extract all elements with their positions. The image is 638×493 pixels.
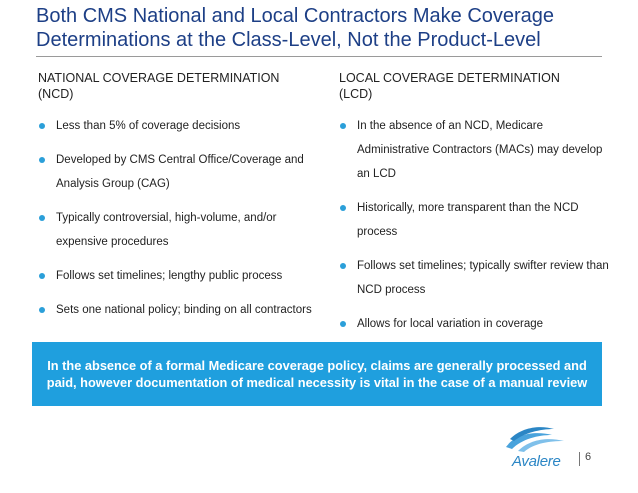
- ncd-bullet-item: Less than 5% of coverage decisions: [38, 114, 323, 138]
- bullet-dot-icon: [340, 123, 346, 129]
- slide-title-line: Determinations at the Class-Level, Not t…: [36, 29, 541, 51]
- lcd-bullet-text: Follows set timelines; typically swifter…: [357, 260, 609, 296]
- bullet-dot-icon: [39, 307, 45, 313]
- slide-title-line: Both CMS National and Local Contractors …: [36, 5, 555, 27]
- lcd-heading: LOCAL COVERAGE DETERMINATION (LCD): [339, 70, 609, 102]
- ncd-heading-line: NATIONAL COVERAGE DETERMINATION: [38, 71, 280, 85]
- callout-banner: In the absence of a formal Medicare cove…: [32, 342, 602, 406]
- bullet-dot-icon: [39, 273, 45, 279]
- lcd-bullet-item: Historically, more transparent than the …: [339, 196, 609, 244]
- ncd-heading-line: (NCD): [38, 87, 74, 101]
- bullet-dot-icon: [39, 215, 45, 221]
- bullet-dot-icon: [340, 321, 346, 327]
- avalere-logo: Avalere: [488, 425, 578, 471]
- ncd-bullet-item: Sets one national policy; binding on all…: [38, 298, 323, 322]
- logo-wordmark: Avalere: [512, 453, 561, 470]
- lcd-bullet-item: In the absence of an NCD, Medicare Admin…: [339, 114, 609, 186]
- lcd-bullet-text: In the absence of an NCD, Medicare Admin…: [357, 120, 603, 180]
- lcd-bullet-item: Allows for local variation in coverage: [339, 312, 609, 336]
- ncd-bullet-text: Sets one national policy; binding on all…: [56, 304, 312, 316]
- page-number: 6: [585, 451, 592, 463]
- lcd-bullet-item: Follows set timelines; typically swifter…: [339, 254, 609, 302]
- ncd-bullet-text: Follows set timelines; lengthy public pr…: [56, 270, 283, 282]
- footer-divider: [579, 452, 580, 466]
- bullet-dot-icon: [340, 205, 346, 211]
- slide-title: Both CMS National and Local Contractors …: [36, 4, 616, 52]
- lcd-heading-line: LOCAL COVERAGE DETERMINATION: [339, 71, 560, 85]
- ncd-bullet-item: Developed by CMS Central Office/Coverage…: [38, 148, 323, 196]
- ncd-column: NATIONAL COVERAGE DETERMINATION (NCD) Le…: [38, 70, 323, 332]
- callout-banner-text: In the absence of a formal Medicare cove…: [46, 358, 588, 390]
- ncd-bullet-item: Follows set timelines; lengthy public pr…: [38, 264, 323, 288]
- ncd-heading: NATIONAL COVERAGE DETERMINATION (NCD): [38, 70, 323, 102]
- lcd-bullet-text: Allows for local variation in coverage: [357, 318, 544, 330]
- ncd-bullet-text: Developed by CMS Central Office/Coverage…: [56, 154, 304, 190]
- lcd-heading-line: (LCD): [339, 87, 373, 101]
- title-divider: [36, 56, 602, 57]
- ncd-bullet-item: Typically controversial, high-volume, an…: [38, 206, 323, 254]
- wave-logo-icon: [506, 427, 564, 452]
- lcd-bullet-text: Historically, more transparent than the …: [357, 202, 579, 238]
- lcd-column: LOCAL COVERAGE DETERMINATION (LCD) In th…: [339, 70, 609, 346]
- bullet-dot-icon: [39, 123, 45, 129]
- bullet-dot-icon: [39, 157, 45, 163]
- lcd-bullet-list: In the absence of an NCD, Medicare Admin…: [339, 114, 609, 336]
- ncd-bullet-text: Less than 5% of coverage decisions: [56, 120, 241, 132]
- ncd-bullet-list: Less than 5% of coverage decisions Devel…: [38, 114, 323, 322]
- bullet-dot-icon: [340, 263, 346, 269]
- ncd-bullet-text: Typically controversial, high-volume, an…: [56, 212, 277, 248]
